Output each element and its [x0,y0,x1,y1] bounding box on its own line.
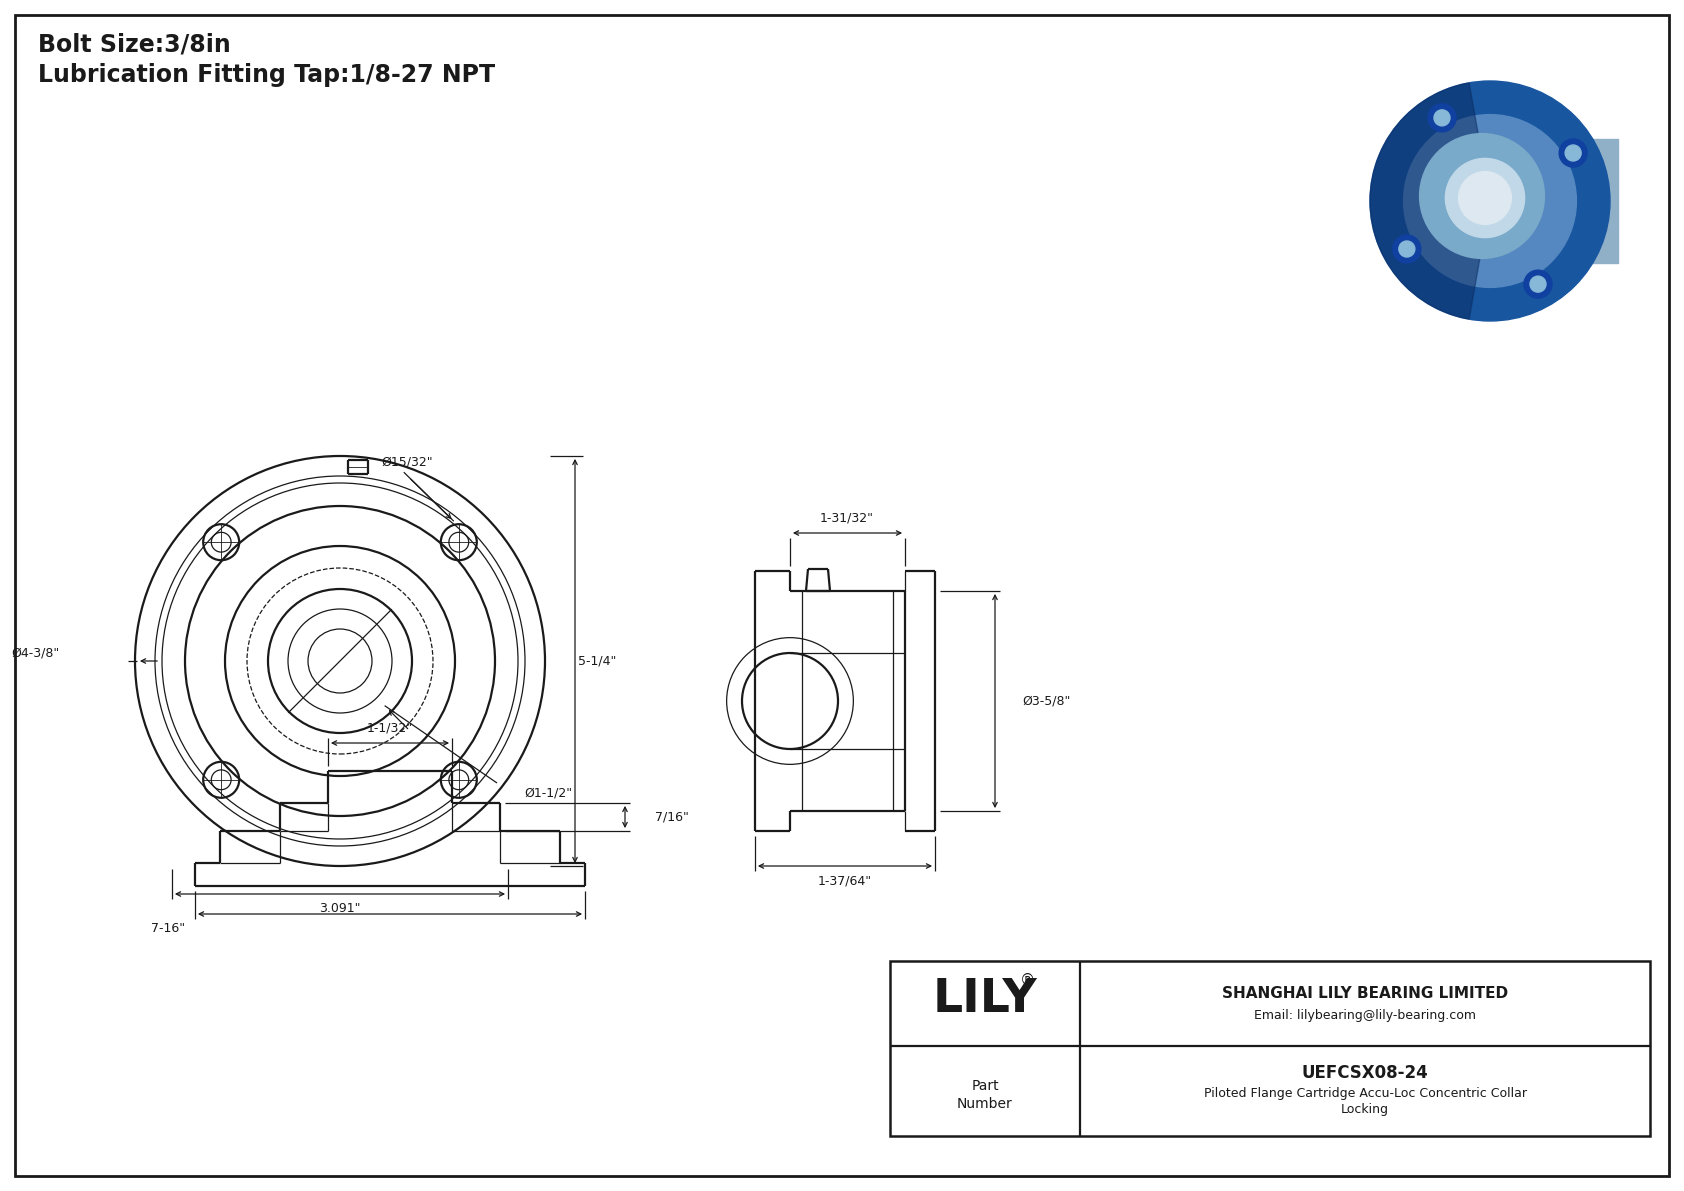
Text: Piloted Flange Cartridge Accu-Loc Concentric Collar: Piloted Flange Cartridge Accu-Loc Concen… [1204,1086,1526,1099]
Circle shape [1393,235,1421,263]
Text: 1-31/32": 1-31/32" [820,511,874,524]
Text: 1-37/64": 1-37/64" [818,874,872,887]
Text: UEFCSX08-24: UEFCSX08-24 [1302,1064,1428,1081]
Text: Ø3-5/8": Ø3-5/8" [1022,694,1071,707]
Text: 3.091": 3.091" [320,902,360,915]
Circle shape [1564,145,1581,161]
Wedge shape [1371,83,1490,319]
Bar [891,961,1650,1136]
Text: Bolt Size:3/8in: Bolt Size:3/8in [39,33,231,57]
Circle shape [1371,81,1610,322]
Circle shape [1403,114,1576,287]
Text: 5-1/4": 5-1/4" [578,655,616,667]
Text: Email: lilybearing@lily-bearing.com: Email: lilybearing@lily-bearing.com [1255,1010,1475,1023]
Text: 7/16": 7/16" [655,811,689,823]
Text: Locking: Locking [1340,1103,1389,1116]
Circle shape [1399,241,1415,257]
Circle shape [1531,276,1546,292]
Text: Ø4-3/8": Ø4-3/8" [12,647,61,660]
Text: Part: Part [972,1079,999,1093]
Text: 1-1/32": 1-1/32" [367,722,413,735]
Circle shape [1559,139,1586,167]
Text: Number: Number [957,1097,1012,1111]
Text: LILY: LILY [933,977,1037,1022]
Text: SHANGHAI LILY BEARING LIMITED: SHANGHAI LILY BEARING LIMITED [1223,986,1509,1002]
Circle shape [1458,172,1512,224]
Text: Ø1-1/2": Ø1-1/2" [524,786,573,799]
Text: Lubrication Fitting Tap:1/8-27 NPT: Lubrication Fitting Tap:1/8-27 NPT [39,63,495,87]
Text: Ø15/32": Ø15/32" [382,456,433,469]
Circle shape [1524,270,1553,298]
Text: ®: ® [1019,973,1034,987]
Circle shape [1445,158,1524,237]
Circle shape [1428,104,1457,132]
Circle shape [1420,133,1544,258]
Circle shape [1435,110,1450,126]
Bar [1568,138,1618,263]
Text: 7-16": 7-16" [152,922,185,935]
